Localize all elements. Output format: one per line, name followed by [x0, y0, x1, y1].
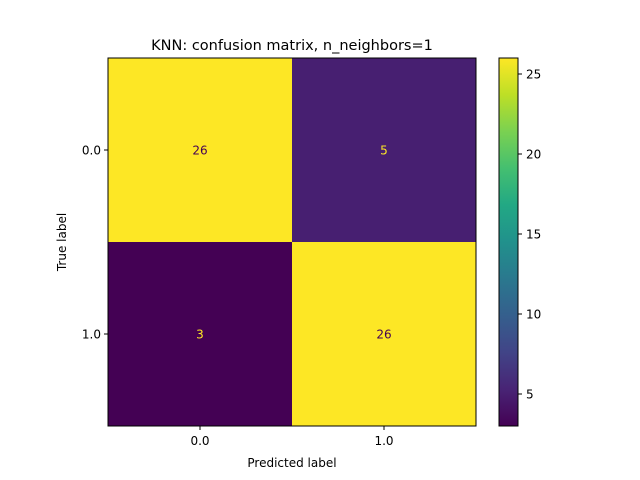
x-tick-label: 1.0 — [374, 434, 393, 448]
matrix-cell — [292, 58, 476, 242]
colorbar: 5 10 15 20 25 — [498, 57, 541, 427]
matrix-cell — [108, 58, 292, 242]
colorbar-tick-label: 5 — [526, 388, 534, 402]
colorbar-tick-label: 10 — [526, 308, 541, 322]
cell-value-label: 26 — [192, 144, 207, 158]
colorbar-tick-label: 25 — [526, 68, 541, 82]
y-tick-label: 0.0 — [82, 144, 101, 158]
chart-title: KNN: confusion matrix, n_neighbors=1 — [151, 38, 433, 54]
colorbar-tick-label: 20 — [526, 148, 541, 162]
cell-value-label: 3 — [196, 328, 204, 342]
colorbar-frame — [498, 57, 519, 427]
colorbar-gradient — [499, 58, 518, 426]
y-axis: 0.0 1.0 — [82, 144, 108, 342]
y-tick-label: 1.0 — [82, 328, 101, 342]
x-tick-label: 0.0 — [190, 434, 209, 448]
plot-frame — [107, 57, 477, 427]
x-axis: 0.0 1.0 — [190, 426, 394, 448]
y-axis-label: True label — [55, 213, 69, 272]
matrix-cells — [108, 58, 476, 426]
matrix-cell — [292, 242, 476, 426]
matrix-cell-labels: 26 5 3 26 — [192, 144, 391, 342]
matrix-cell — [108, 242, 292, 426]
cell-value-label: 5 — [380, 144, 388, 158]
x-axis-label: Predicted label — [247, 456, 336, 470]
colorbar-tick-label: 15 — [526, 228, 541, 242]
cell-value-label: 26 — [376, 328, 391, 342]
colorbar-ticks: 5 10 15 20 25 — [518, 68, 541, 402]
